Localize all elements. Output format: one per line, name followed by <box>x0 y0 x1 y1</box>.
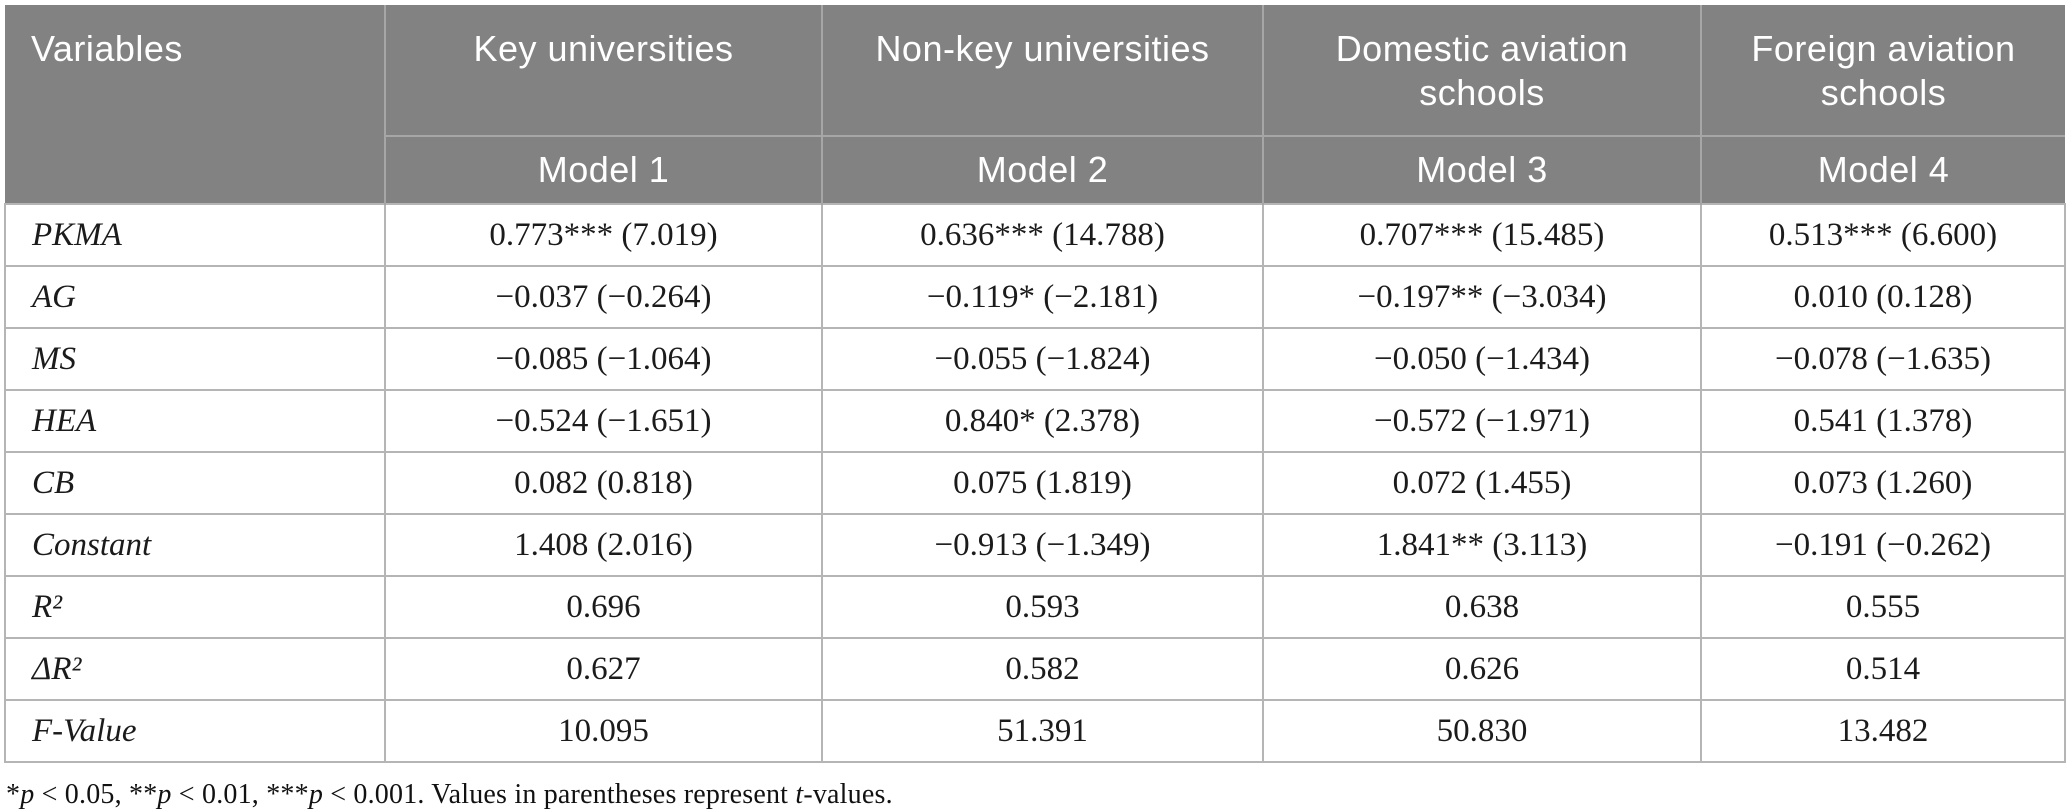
footnote-segment: p <box>20 779 35 810</box>
value-cell: −0.055 (−1.824) <box>821 327 1264 391</box>
value-cell: 0.627 <box>384 637 823 701</box>
value-cell: 0.513*** (6.600) <box>1700 203 2066 267</box>
value-cell: 0.073 (1.260) <box>1700 451 2066 515</box>
value-cell: −0.524 (−1.651) <box>384 389 823 453</box>
value-cell: 0.636*** (14.788) <box>821 203 1264 267</box>
footnote: *p < 0.05, **p < 0.01, ***p < 0.001. Val… <box>6 779 2068 811</box>
value-cell: 0.075 (1.819) <box>821 451 1264 515</box>
variable-cell: PKMA <box>4 203 386 267</box>
footnote-segment: < 0.001. Values in parentheses represent <box>323 779 796 810</box>
footnote-segment: p <box>157 779 172 810</box>
table-body: PKMA 0.773*** (7.019) 0.636*** (14.788) 0.7… <box>4 203 2066 763</box>
value-cell: 13.482 <box>1700 699 2066 763</box>
regression-results-table: Variables Key universities Non-key unive… <box>4 5 2066 763</box>
value-cell: 0.696 <box>384 575 823 639</box>
table-row: PKMA 0.773*** (7.019) 0.636*** (14.788) 0.7… <box>4 203 2066 267</box>
value-cell: 0.840* (2.378) <box>821 389 1264 453</box>
value-cell: −0.037 (−0.264) <box>384 265 823 329</box>
footnote-segment: p <box>308 779 324 810</box>
table-row: AG −0.037 (−0.264) −0.119* (−2.181) −0.197*… <box>4 265 2066 329</box>
variable-cell: ΔR² <box>4 637 386 701</box>
value-cell: −0.050 (−1.434) <box>1262 327 1702 391</box>
variable-cell: AG <box>4 265 386 329</box>
footnote-segment: * <box>6 779 21 810</box>
footnote-segment: -values. <box>803 779 893 810</box>
column-header-model-4: Model 4 <box>1700 136 2065 204</box>
column-header-key-universities: Key universities <box>384 5 822 137</box>
table-row: F-Value 10.095 51.391 50.830 13.482 <box>4 699 2066 763</box>
table-row: MS −0.085 (−1.064) −0.055 (−1.824) −0.050 (… <box>4 327 2066 391</box>
variable-cell: F-Value <box>4 699 386 763</box>
value-cell: 1.408 (2.016) <box>384 513 823 577</box>
value-cell: −0.191 (−0.262) <box>1700 513 2066 577</box>
table-row: Constant 1.408 (2.016) −0.913 (−1.349) 1.84… <box>4 513 2066 577</box>
group-header-row: Variables Key universities Non-key unive… <box>5 5 2065 204</box>
column-header-non-key-universities: Non-key universities <box>821 5 1263 137</box>
value-cell: −0.085 (−1.064) <box>384 327 823 391</box>
variable-cell: HEA <box>4 389 386 453</box>
value-cell: 0.555 <box>1700 575 2066 639</box>
column-header-foreign-aviation-schools: Foreign aviation schools <box>1700 5 2065 137</box>
model-header-row: Model 1 Model 2 Model 3 Model 4 <box>5 136 2065 204</box>
footnote-segment: < 0.05, ** <box>34 779 158 810</box>
value-cell: 0.593 <box>821 575 1264 639</box>
variable-cell: Constant <box>4 513 386 577</box>
value-cell: 0.707*** (15.485) <box>1262 203 1702 267</box>
column-header-model-3: Model 3 <box>1262 136 1701 204</box>
value-cell: 51.391 <box>821 699 1264 763</box>
column-header-model-2: Model 2 <box>821 136 1263 204</box>
table-header: Variables Key universities Non-key unive… <box>5 5 2065 204</box>
value-cell: 0.638 <box>1262 575 1702 639</box>
value-cell: −0.078 (−1.635) <box>1700 327 2066 391</box>
table-row: ΔR² 0.627 0.582 0.626 0.514 <box>4 637 2066 701</box>
value-cell: 0.514 <box>1700 637 2066 701</box>
variable-cell: CB <box>4 451 386 515</box>
value-cell: 0.626 <box>1262 637 1702 701</box>
value-cell: 0.582 <box>821 637 1264 701</box>
table-row: CB 0.082 (0.818) 0.075 (1.819) 0.072 (1.455… <box>4 451 2066 515</box>
value-cell: 50.830 <box>1262 699 1702 763</box>
value-cell: 0.010 (0.128) <box>1700 265 2066 329</box>
value-cell: −0.572 (−1.971) <box>1262 389 1702 453</box>
column-header-variables: Variables <box>5 5 386 204</box>
value-cell: 1.841** (3.113) <box>1262 513 1702 577</box>
footnote-segment: < 0.01, *** <box>171 779 309 810</box>
column-header-domestic-aviation-schools: Domestic aviation schools <box>1262 5 1701 137</box>
value-cell: 0.773*** (7.019) <box>384 203 823 267</box>
table-row: R² 0.696 0.593 0.638 0.555 <box>4 575 2066 639</box>
value-cell: 10.095 <box>384 699 823 763</box>
value-cell: 0.541 (1.378) <box>1700 389 2066 453</box>
table-row: HEA −0.524 (−1.651) 0.840* (2.378) −0.572 (… <box>4 389 2066 453</box>
value-cell: −0.119* (−2.181) <box>821 265 1264 329</box>
value-cell: 0.082 (0.818) <box>384 451 823 515</box>
variable-cell: MS <box>4 327 386 391</box>
value-cell: −0.197** (−3.034) <box>1262 265 1702 329</box>
value-cell: 0.072 (1.455) <box>1262 451 1702 515</box>
column-header-model-1: Model 1 <box>385 136 822 204</box>
variable-cell: R² <box>4 575 386 639</box>
value-cell: −0.913 (−1.349) <box>821 513 1264 577</box>
